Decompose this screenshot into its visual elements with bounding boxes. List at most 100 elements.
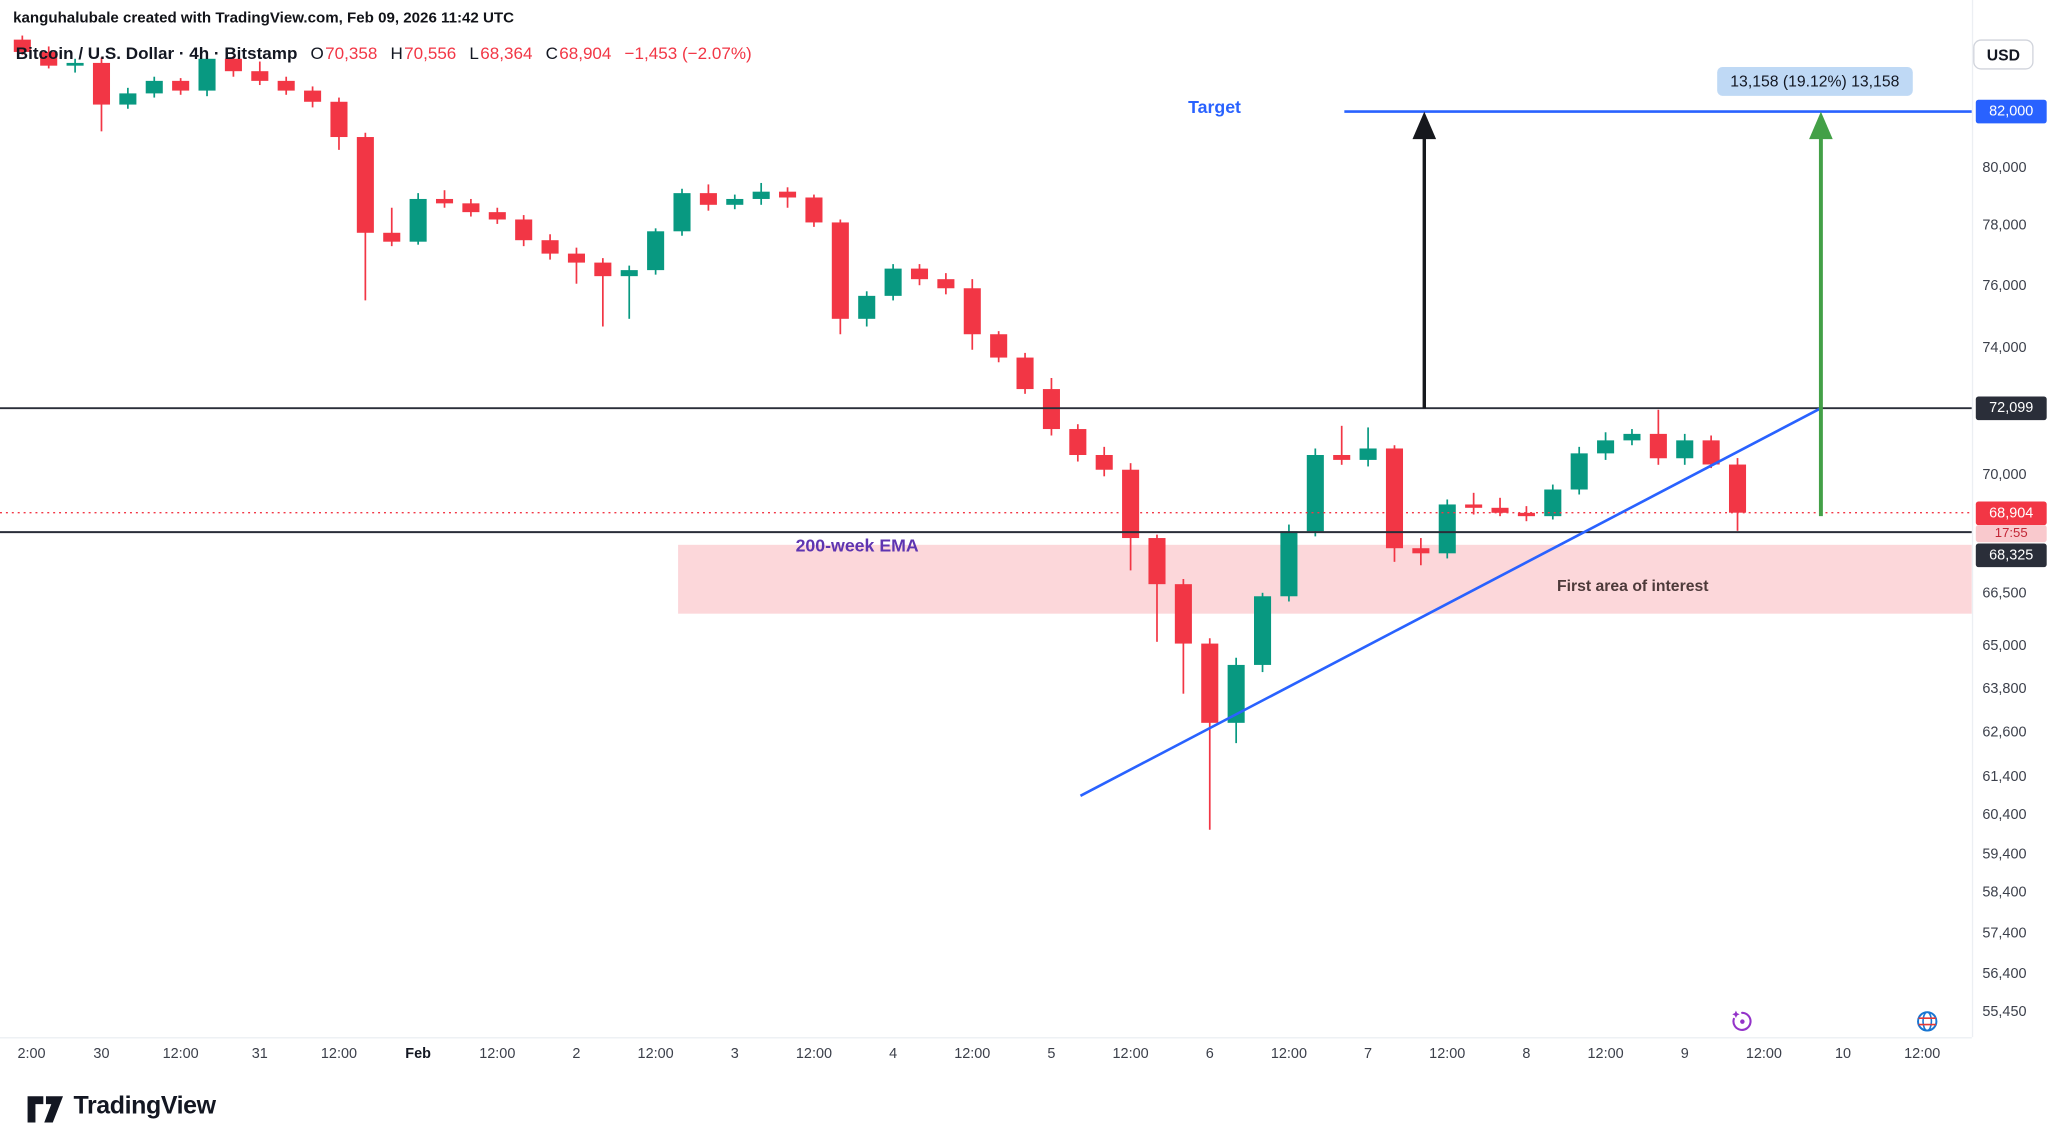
time-axis-label: 10 <box>1835 1046 1852 1063</box>
time-axis-label: 3 <box>730 1046 739 1063</box>
time-axis-label: 12:00 <box>1429 1046 1466 1063</box>
price-axis-label: 66,500 <box>1982 585 2027 602</box>
time-axis-label: 12:00 <box>1745 1046 1782 1063</box>
candle-body <box>1016 357 1034 390</box>
candle-body <box>1227 664 1245 723</box>
ohlc-high-key: H <box>390 43 403 64</box>
candle-body <box>224 58 242 72</box>
candle-body <box>1544 489 1562 517</box>
candle-body <box>145 80 163 94</box>
change-value: −1,453 (−2.07%) <box>624 43 752 64</box>
candle-body <box>1122 469 1140 539</box>
time-axis-label: 12:00 <box>320 1046 358 1063</box>
candle-body <box>620 270 638 277</box>
ohlc-close: C68,904 <box>546 43 612 63</box>
ohlc-open-key: O <box>310 43 324 64</box>
time-axis-label: 9 <box>1680 1046 1689 1063</box>
price-axis-label: 55,450 <box>1982 1004 2027 1021</box>
time-axis-label: 12:00 <box>795 1046 833 1063</box>
symbol-title[interactable]: Bitcoin / U.S. Dollar · 4h · Bitstamp <box>15 43 298 64</box>
candle-body <box>726 198 744 205</box>
candle-body <box>383 232 401 242</box>
candle-body <box>66 62 84 66</box>
candle-body <box>409 198 427 242</box>
price-axis-label: 59,400 <box>1982 846 2027 863</box>
chart-canvas[interactable] <box>0 0 1972 1037</box>
currency-button[interactable]: USD <box>1973 39 2034 70</box>
tradingview-logo[interactable]: TradingView <box>26 1090 216 1124</box>
time-axis-label: 5 <box>1047 1046 1056 1063</box>
upper-level-badge: 72,099 <box>1975 396 2047 421</box>
attribution: kanguhalubale created with TradingView.c… <box>13 10 515 27</box>
candle-body <box>488 212 506 220</box>
candle-body <box>1254 596 1272 665</box>
candle-body <box>858 295 876 319</box>
candle-body <box>1517 512 1535 517</box>
price-axis-label: 80,000 <box>1982 159 2027 176</box>
candle-body <box>40 51 58 66</box>
time-axis-label: 2 <box>572 1046 581 1063</box>
first-area-zone <box>678 544 1972 614</box>
candle-body <box>805 197 823 223</box>
ohlc-high-value: 70,556 <box>404 43 457 64</box>
bar-countdown: 17:55 <box>1975 524 2047 542</box>
candle-body <box>92 62 111 105</box>
candle-body <box>1676 440 1694 459</box>
candle-body <box>1438 504 1456 554</box>
time-axis-label: 12:00 <box>954 1046 991 1063</box>
price-axis-label: 58,400 <box>1982 885 2027 902</box>
candle-body <box>172 80 190 91</box>
candle-body <box>462 203 480 213</box>
ohlc-close-value: 68,904 <box>559 43 612 64</box>
time-axis-label: 12:00 <box>1270 1046 1307 1063</box>
candle-body <box>963 288 981 335</box>
candle-body <box>541 240 559 254</box>
ohlc-open: O70,358 <box>311 43 378 63</box>
time-axis-label: 12:00 <box>479 1046 516 1063</box>
candle-body <box>1280 531 1298 597</box>
candle-body <box>831 222 849 319</box>
time-axis-label: 12:00 <box>637 1046 674 1063</box>
candle-body <box>1069 429 1087 455</box>
time-axis-label: 12:00 <box>1112 1046 1149 1063</box>
candle-body <box>1385 448 1404 549</box>
ohlc-low-value: 68,364 <box>480 43 533 64</box>
trendline <box>1079 407 1822 797</box>
candle-body <box>1728 464 1747 513</box>
ohlc-low: L68,364 <box>469 43 532 63</box>
time-axis-label: 31 <box>251 1046 268 1063</box>
candle-body <box>198 58 216 91</box>
candle-body <box>1359 448 1377 460</box>
candle-body <box>1095 454 1113 470</box>
price-axis-label: 61,400 <box>1982 769 2027 786</box>
last-price-badge: 68,904 <box>1975 500 2047 525</box>
boost-icon[interactable] <box>1729 1008 1755 1034</box>
time-axis-label: 4 <box>889 1046 898 1063</box>
ohlc-open-value: 70,358 <box>325 43 378 64</box>
globe-icon[interactable] <box>1914 1008 1940 1034</box>
price-axis-label: 56,400 <box>1982 965 2027 982</box>
tradingview-logo-icon <box>27 1096 64 1123</box>
candle-body <box>1465 504 1483 508</box>
time-axis-label: 12:00 <box>162 1046 199 1063</box>
time-axis-label: 7 <box>1364 1046 1373 1063</box>
ohlc-high: H70,556 <box>390 43 456 63</box>
target-label: Target <box>1188 97 1241 117</box>
candle-body <box>567 253 585 263</box>
candle-body <box>304 90 322 102</box>
time-axis-label: 6 <box>1205 1046 1214 1063</box>
candle-body <box>594 262 612 277</box>
candle-body <box>779 191 797 198</box>
symbol-legend: Bitcoin / U.S. Dollar · 4h · Bitstamp O7… <box>16 43 752 63</box>
price-axis[interactable]: 82,000 72,099 68,904 17:55 68,325 80,000… <box>1971 0 2048 1038</box>
candle-body <box>251 71 269 81</box>
lower-level-badge: 68,325 <box>1975 542 2047 567</box>
green-arrow-head <box>1809 111 1833 140</box>
candle-body <box>699 193 717 205</box>
candle-body <box>435 198 454 204</box>
time-axis-label: 30 <box>93 1046 110 1063</box>
candle-body <box>13 39 31 52</box>
candle-body <box>277 80 295 91</box>
price-axis-label: 60,400 <box>1982 807 2027 824</box>
time-axis[interactable]: 2:00 30 12:00 31 12:00 Feb 12:00 2 12:00 3 12:00 4 1… <box>0 1037 1972 1074</box>
